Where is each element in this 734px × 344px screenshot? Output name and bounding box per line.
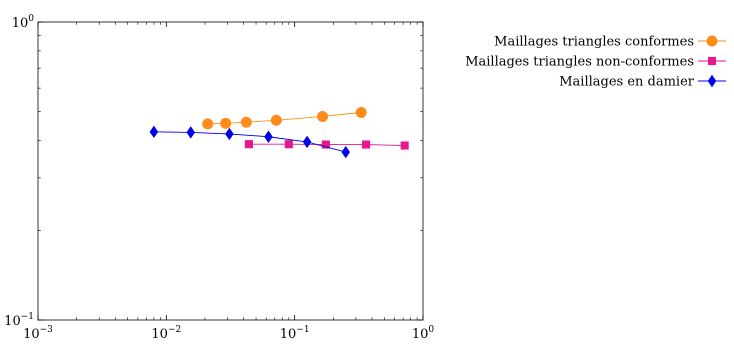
legend-marker — [707, 56, 717, 66]
data-point — [317, 110, 329, 122]
legend-entry: Maillages en damier — [559, 75, 726, 90]
data-point — [149, 125, 159, 139]
x-tick-base: 10 — [151, 327, 168, 342]
y-tick-exponent: −1 — [21, 312, 34, 322]
data-point — [321, 140, 330, 149]
x-tick-base: 10 — [412, 327, 429, 342]
legend-marker — [706, 35, 718, 47]
x-tick-base: 10 — [280, 327, 297, 342]
legend-marker — [707, 74, 717, 88]
x-tick-exponent: −1 — [296, 325, 309, 335]
y-tick-exponent: 0 — [28, 14, 34, 24]
plot-area — [37, 21, 424, 321]
data-point — [186, 126, 196, 139]
data-point — [302, 135, 312, 149]
data-point — [244, 140, 253, 149]
x-tick-exponent: −2 — [168, 325, 181, 335]
legend-label: Maillages triangles conformes — [494, 35, 694, 50]
data-point — [225, 127, 234, 141]
series-3 — [149, 125, 350, 159]
data-point — [341, 145, 350, 159]
x-tick-exponent: −3 — [40, 325, 54, 335]
x-tick-label: 10−1 — [280, 325, 310, 342]
x-tick-exponent: 0 — [428, 325, 434, 335]
data-point — [355, 106, 367, 118]
legend-label: Maillages triangles non-conformes — [465, 55, 694, 70]
x-tick-label: 10−3 — [23, 325, 53, 342]
x-tick-base: 10 — [23, 327, 40, 342]
data-point — [362, 140, 371, 149]
legend-label: Maillages en damier — [559, 75, 695, 90]
x-tick-label: 10−2 — [151, 325, 181, 342]
y-tick-base: 10 — [12, 16, 29, 31]
plot-frame — [37, 21, 424, 321]
series-layer — [149, 106, 409, 159]
legend-entry: Maillages triangles conformes — [494, 35, 726, 50]
data-point — [284, 140, 293, 149]
x-tick-label: 100 — [412, 325, 435, 342]
legend: Maillages triangles conformes Maillages t… — [465, 35, 726, 90]
data-point — [264, 130, 273, 143]
y-tick-base: 10 — [4, 314, 21, 329]
series-2 — [244, 140, 409, 150]
data-point — [400, 141, 409, 150]
data-point — [270, 114, 282, 126]
data-point — [240, 116, 252, 128]
data-point — [202, 118, 214, 130]
legend-entry: Maillages triangles non-conformes — [465, 55, 726, 70]
y-tick-label: 10−1 — [4, 312, 34, 329]
series-1 — [202, 106, 367, 130]
y-tick-label: 100 — [12, 14, 35, 31]
series-line — [153, 131, 346, 153]
data-point — [220, 117, 232, 129]
